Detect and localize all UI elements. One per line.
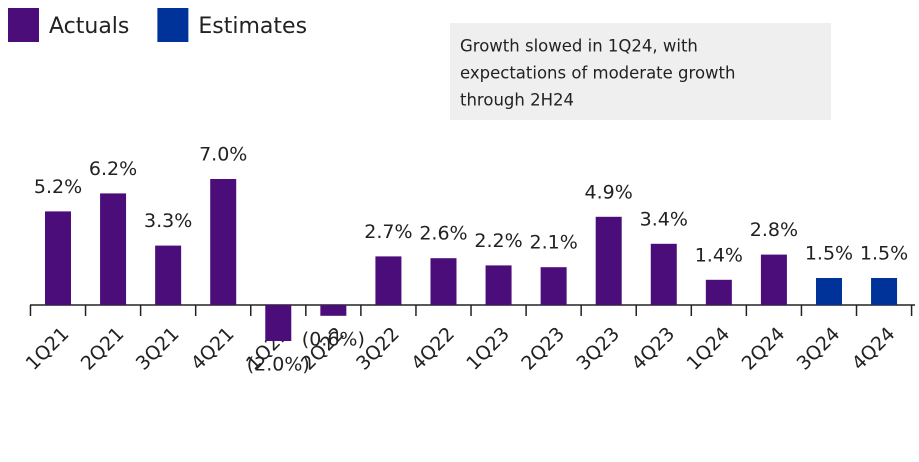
bar bbox=[485, 265, 512, 305]
x-tick-label: 4Q24 bbox=[848, 323, 900, 375]
bar bbox=[320, 305, 347, 316]
value-label: 2.6% bbox=[419, 223, 467, 245]
bar bbox=[45, 211, 71, 305]
bar bbox=[265, 305, 292, 341]
legend-swatch bbox=[157, 8, 189, 42]
annotation: expectations of moderate growth bbox=[460, 64, 735, 83]
value-label: 4.9% bbox=[585, 181, 633, 203]
x-tick-label: 1Q23 bbox=[462, 323, 514, 375]
x-tick-label: 4Q23 bbox=[627, 323, 679, 375]
bar bbox=[760, 254, 787, 305]
value-label: 3.3% bbox=[144, 210, 192, 232]
value-label: 2.7% bbox=[364, 221, 412, 243]
value-label: 5.2% bbox=[34, 176, 82, 198]
x-tick-label: 3Q23 bbox=[572, 323, 624, 375]
bar bbox=[595, 216, 622, 305]
x-tick-label: 4Q21 bbox=[187, 323, 239, 375]
x-tick-label: 3Q24 bbox=[793, 323, 845, 375]
x-tick-label: 1Q21 bbox=[22, 323, 74, 375]
legend-swatch bbox=[8, 8, 39, 42]
value-label: 2.1% bbox=[529, 232, 577, 254]
legend-label: Estimates bbox=[198, 14, 307, 39]
value-label: 3.4% bbox=[640, 208, 688, 230]
x-tick-label: 1Q24 bbox=[682, 323, 734, 375]
value-label: 1.5% bbox=[805, 243, 853, 265]
value-label: 1.4% bbox=[695, 244, 743, 266]
annotation-box bbox=[450, 23, 831, 120]
x-tick-label: 4Q22 bbox=[407, 323, 459, 375]
value-label: (0.6%) bbox=[302, 328, 365, 350]
bar bbox=[871, 278, 898, 305]
bar bbox=[100, 193, 127, 305]
bar bbox=[815, 278, 842, 305]
bar bbox=[210, 179, 237, 305]
bar bbox=[155, 245, 182, 305]
x-tick-label: 3Q21 bbox=[132, 323, 184, 375]
x-tick-label: 2Q21 bbox=[77, 323, 129, 375]
legend-label: Actuals bbox=[49, 14, 129, 39]
annotation: through 2H24 bbox=[460, 91, 574, 110]
value-label: 2.8% bbox=[750, 219, 798, 241]
x-tick-label: 2Q23 bbox=[517, 323, 569, 375]
value-label: 2.2% bbox=[474, 230, 522, 252]
bar bbox=[650, 243, 677, 305]
bar bbox=[430, 258, 457, 305]
value-label: 7.0% bbox=[199, 144, 247, 166]
value-label: 1.5% bbox=[860, 243, 908, 265]
value-label: 6.2% bbox=[89, 158, 137, 180]
bar bbox=[705, 279, 732, 305]
value-label: (2.0%) bbox=[247, 354, 310, 376]
annotation: Growth slowed in 1Q24, with bbox=[460, 37, 698, 56]
bar bbox=[540, 267, 567, 305]
bar bbox=[375, 256, 402, 305]
x-tick-label: 2Q24 bbox=[738, 323, 790, 375]
